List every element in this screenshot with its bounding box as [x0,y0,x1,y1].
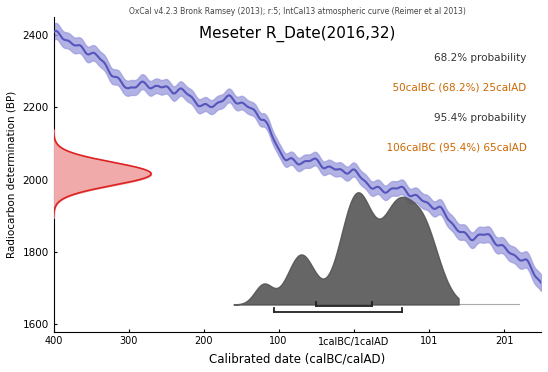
Text: 106calBC (95.4%) 65calAD: 106calBC (95.4%) 65calAD [380,143,527,153]
Y-axis label: Radiocarbon determination (BP): Radiocarbon determination (BP) [7,90,17,258]
X-axis label: Calibrated date (calBC/calAD): Calibrated date (calBC/calAD) [209,352,385,365]
Text: Meseter R_Date(2016,32): Meseter R_Date(2016,32) [199,26,396,42]
Text: 68.2% probability: 68.2% probability [434,53,527,63]
Text: 95.4% probability: 95.4% probability [434,113,527,123]
Text: 50calBC (68.2%) 25calAD: 50calBC (68.2%) 25calAD [386,83,527,93]
Title: OxCal v4.2.3 Bronk Ramsey (2013); r:5; IntCal13 atmospheric curve (Reimer et al : OxCal v4.2.3 Bronk Ramsey (2013); r:5; I… [129,7,466,16]
